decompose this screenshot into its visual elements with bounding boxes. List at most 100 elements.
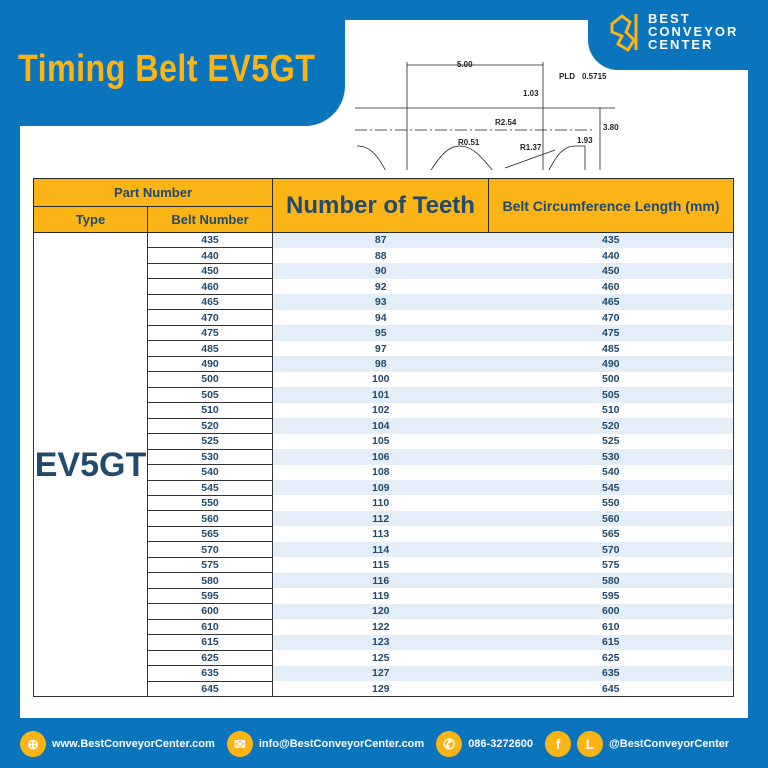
title-banner <box>0 20 345 126</box>
belt-number-cell: 575 <box>147 557 273 574</box>
belt-number-cell: 460 <box>147 278 273 295</box>
logo-text: BEST CONVEYOR CENTER <box>648 11 739 52</box>
teeth-cell: 101 <box>272 387 489 403</box>
table-row: 625 125 625 <box>34 650 734 667</box>
teeth-cell: 102 <box>371 404 390 417</box>
belt-number-cell: 635 <box>147 665 273 682</box>
length-cell: 595 <box>488 588 734 604</box>
length-cell: 610 <box>488 619 734 635</box>
teeth-cell: 106 <box>272 449 489 465</box>
teeth-cell: 105 <box>371 435 390 448</box>
line-icon[interactable]: L <box>577 731 604 757</box>
length-cell: 545 <box>488 480 734 496</box>
svg-text:PLD: PLD <box>559 72 575 81</box>
type-header: Type <box>33 206 148 233</box>
page-title: Timing Belt EV5GT <box>18 48 316 90</box>
length-cell: 570 <box>488 541 734 558</box>
teeth-cell: 108 <box>371 466 390 479</box>
table-row: 470 94 470 <box>34 309 734 326</box>
email-link[interactable]: info@BestConveyorCenter.com <box>258 738 425 750</box>
teeth-cell: 125 <box>371 651 390 664</box>
teeth-cell: 93 <box>272 294 489 310</box>
belt-number-cell: 580 <box>147 572 273 589</box>
belt-number-cell: 595 <box>147 588 273 605</box>
table-row: 440 88 440 <box>34 247 734 264</box>
table-row: 500 100 500 <box>34 371 734 388</box>
table-row: 520 104 520 <box>34 418 734 435</box>
table-row: 610 122 610 <box>34 619 734 636</box>
facebook-icon[interactable]: f <box>545 731 572 757</box>
teeth-cell: 95 <box>272 325 489 341</box>
teeth-cell: 129 <box>272 681 489 698</box>
svg-text:3.80: 3.80 <box>603 123 619 132</box>
belt-number-cell: 550 <box>147 495 273 512</box>
table-row: 485 97 485 <box>34 340 734 357</box>
teeth-header: Number of Teeth <box>272 178 489 233</box>
teeth-cell: 127 <box>272 665 489 682</box>
table-row: 510 102 510 <box>34 402 734 419</box>
table-row: 530 106 530 <box>34 449 734 466</box>
teeth-cell: 110 <box>372 497 390 510</box>
belt-number-cell: 600 <box>147 603 273 620</box>
length-cell: 645 <box>488 681 734 698</box>
length-cell: 470 <box>488 309 734 326</box>
table-row: 635 127 635 <box>34 665 734 682</box>
table-row: 575 115 575 <box>34 557 734 574</box>
belt-number-cell: 525 <box>147 433 273 450</box>
belt-number-cell: 435 <box>147 232 273 249</box>
svg-text:R0.51: R0.51 <box>458 138 480 147</box>
length-cell: 475 <box>488 325 734 341</box>
belt-number-cell: 500 <box>147 371 273 388</box>
length-cell: 485 <box>488 340 734 357</box>
length-cell: 500 <box>488 371 734 388</box>
website-link[interactable]: www.BestConveyorCenter.com <box>52 738 215 750</box>
teeth-cell: 92 <box>374 280 387 293</box>
globe-icon: ⊕ <box>20 731 46 757</box>
belt-number-cell: 625 <box>147 650 273 667</box>
teeth-cell: 100 <box>371 373 390 386</box>
teeth-cell: 97 <box>374 342 387 355</box>
length-cell: 450 <box>488 263 734 279</box>
table-row: 595 119 595 <box>34 588 734 605</box>
phone-number[interactable]: 086-3272600 <box>468 738 534 750</box>
part-number-header: Part Number <box>33 178 273 207</box>
length-cell: 510 <box>488 402 734 419</box>
table-row: 505 101 505 <box>34 387 734 404</box>
length-cell: 615 <box>488 634 734 651</box>
belt-number-cell: 470 <box>147 309 273 326</box>
table-row: 465 93 465 <box>34 294 734 311</box>
length-cell: 560 <box>488 510 734 527</box>
logo-icon <box>610 14 638 53</box>
table-row: 490 98 490 <box>34 356 734 373</box>
belt-number-cell: 490 <box>147 356 273 373</box>
svg-text:1.93: 1.93 <box>577 136 593 145</box>
table-row: EV5GT 435 87 435 <box>33 231 734 698</box>
table-row: 460 92 460 <box>34 278 734 295</box>
length-cell: 580 <box>488 572 734 589</box>
belt-number-cell: 530 <box>147 449 273 466</box>
table-row: 550 110 550 <box>34 495 734 512</box>
table-row: 545 109 545 <box>34 480 734 496</box>
teeth-cell: 90 <box>272 263 489 279</box>
belt-number-cell: 505 <box>147 387 273 404</box>
social-handle: @BestConveyorCenter <box>609 738 730 750</box>
length-cell: 490 <box>488 356 734 372</box>
length-cell: 440 <box>488 247 734 264</box>
length-cell: 575 <box>488 557 734 573</box>
belt-number-cell: 645 <box>147 681 273 698</box>
svg-text:R1.37: R1.37 <box>520 143 542 152</box>
teeth-cell: 119 <box>372 590 390 603</box>
length-header: Belt Circumference Length (mm) <box>488 178 734 233</box>
teeth-cell: 112 <box>272 510 489 527</box>
table-row: 615 123 615 <box>34 634 734 651</box>
phone-icon: ✆ <box>436 731 463 757</box>
teeth-cell: 113 <box>372 528 390 541</box>
belt-number-cell: 615 <box>147 634 273 651</box>
table-row: 540 108 540 <box>34 464 734 481</box>
length-cell: 465 <box>488 294 734 310</box>
length-cell: 520 <box>488 418 734 434</box>
table-row: 645 129 645 <box>34 681 734 698</box>
table-row: 475 95 475 <box>34 325 734 342</box>
teeth-cell: 109 <box>272 480 489 496</box>
table-row: 600 120 600 <box>34 603 734 620</box>
